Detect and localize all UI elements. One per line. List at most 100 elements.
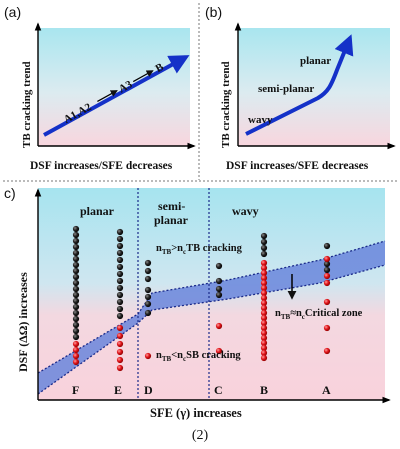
data-point (72, 279, 80, 287)
data-point (260, 329, 268, 337)
panel-a-step-arrow-1 (97, 90, 118, 102)
data-point (323, 260, 331, 268)
panel-b-trend-arrow (245, 34, 354, 136)
data-point (116, 364, 124, 372)
data-point (323, 347, 331, 355)
panel-a-step-arrow-2 (132, 70, 154, 83)
data-point (116, 249, 124, 257)
data-point (116, 291, 124, 299)
data-point (323, 255, 331, 263)
data-point (116, 324, 124, 332)
region-semiplanar-label-1: semi- (158, 199, 185, 213)
data-point (260, 279, 268, 287)
panel-b-stage-low: wavy (248, 114, 273, 126)
data-point (260, 304, 268, 312)
critical-zone-annotation: nTB≈ncCritical zone (275, 308, 363, 321)
data-point (72, 333, 80, 341)
data-point (260, 269, 268, 277)
data-point (72, 321, 80, 329)
panel-b-stage-mid: semi-planar (258, 83, 314, 95)
critical-zone-upper-boundary (37, 240, 386, 374)
data-point (72, 267, 80, 275)
panel-a-ylabel: TB cracking trend (21, 61, 33, 148)
alloy-label-f: F (72, 383, 79, 397)
panel-b: (b) wavy semi-planar planar TB cracking … (205, 4, 396, 172)
panel-b-xlabel: DSF increases/SFE decreases (226, 160, 369, 172)
data-point (260, 264, 268, 272)
data-point (72, 346, 80, 354)
data-point (260, 334, 268, 342)
data-point (116, 270, 124, 278)
alloy-data-points (72, 225, 331, 372)
data-point (323, 266, 331, 274)
data-point (323, 279, 331, 287)
data-point (144, 293, 152, 301)
panel-b-stage-high: planar (300, 55, 331, 67)
data-point (260, 259, 268, 267)
data-point (323, 324, 331, 332)
data-point (116, 356, 124, 364)
data-point (260, 324, 268, 332)
data-point (260, 232, 268, 240)
data-point (260, 339, 268, 347)
data-point (215, 322, 223, 330)
data-point (116, 348, 124, 356)
critical-zone-lower-boundary (37, 264, 386, 395)
data-point (116, 263, 124, 271)
data-point (116, 235, 124, 243)
panel-c-ylabel: DSF (ΔΩ) increases (16, 272, 30, 372)
data-point (215, 347, 223, 355)
data-point (116, 256, 124, 264)
data-point (116, 312, 124, 320)
data-point (72, 309, 80, 317)
alloy-label-b: B (260, 383, 268, 397)
region-wavy-label: wavy (232, 204, 259, 218)
data-point (144, 275, 152, 283)
data-point (72, 237, 80, 245)
panel-c-xlabel: SFE (γ) increases (150, 406, 242, 420)
data-point (144, 309, 152, 317)
data-point (260, 289, 268, 297)
alloy-label-e: E (114, 383, 122, 397)
data-point (72, 231, 80, 239)
alloy-label-a: A (322, 383, 331, 397)
data-point (72, 261, 80, 269)
panel-a-background (38, 28, 190, 146)
data-point (116, 277, 124, 285)
data-point (72, 273, 80, 281)
region-planar-label: planar (80, 204, 115, 218)
data-point (144, 352, 152, 360)
data-point (215, 291, 223, 299)
data-point (260, 250, 268, 258)
data-point (72, 358, 80, 366)
region-semiplanar-label-2: planar (154, 213, 189, 227)
data-point (260, 294, 268, 302)
data-point (116, 332, 124, 340)
panel-c-tag: c) (4, 185, 16, 201)
panel-b-ylabel: TB cracking trend (220, 61, 232, 148)
tb-cracking-annotation: nTB>ncTB cracking (156, 243, 243, 256)
data-point (72, 243, 80, 251)
data-point (72, 255, 80, 263)
data-point (260, 354, 268, 362)
data-point (72, 352, 80, 360)
data-point (116, 284, 124, 292)
panel-a-xlabel: DSF increases/SFE decreases (30, 160, 173, 172)
data-point (72, 225, 80, 233)
data-point (323, 298, 331, 306)
data-point (72, 315, 80, 323)
data-point (116, 228, 124, 236)
panel-c: c) planar semi- planar wavy nTB>ncTB cra… (4, 185, 391, 420)
critical-zone-band (38, 241, 385, 394)
data-point (144, 259, 152, 267)
data-point (116, 298, 124, 306)
data-point (260, 238, 268, 246)
data-point (215, 277, 223, 285)
data-point (323, 272, 331, 280)
data-point (72, 297, 80, 305)
data-point (260, 314, 268, 322)
panel-a: (a) A1,A2 A3 B TB cracking trend DSF inc… (4, 4, 196, 172)
data-point (72, 249, 80, 257)
data-point (72, 303, 80, 311)
